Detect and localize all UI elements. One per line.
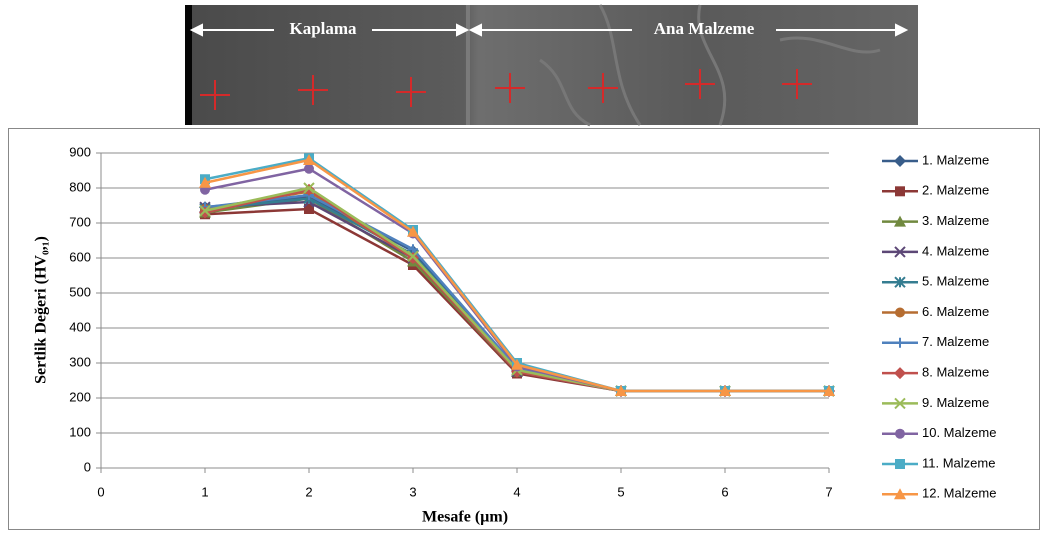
y-axis-title: Sertlik Değeri (HV₀,₁): [33, 236, 50, 384]
x-tick-label: 7: [825, 484, 832, 499]
marker: [895, 429, 905, 439]
y-tick-label: 400: [69, 319, 91, 334]
legend-label: 10. Malzeme: [922, 425, 996, 440]
x-tick-label: 1: [201, 484, 208, 499]
x-tick-label: 6: [721, 484, 728, 499]
legend-label: 1. Malzeme: [922, 152, 989, 167]
micrograph: Kaplama Ana Malzeme: [185, 5, 918, 125]
x-tick-label: 4: [513, 484, 520, 499]
marker: [895, 186, 905, 196]
legend-label: 4. Malzeme: [922, 243, 989, 258]
y-tick-label: 0: [84, 459, 91, 474]
legend-label: 5. Malzeme: [922, 274, 989, 289]
page: {"image": {"labels": ["Kaplama", "Ana Ma…: [0, 0, 1049, 535]
y-tick-label: 800: [69, 179, 91, 194]
legend-label: 8. Malzeme: [922, 365, 989, 380]
y-tick-label: 300: [69, 354, 91, 369]
legend-label: 3. Malzeme: [922, 213, 989, 228]
legend-label: 2. Malzeme: [922, 183, 989, 198]
chart-frame: [9, 129, 1040, 530]
legend-label: 11. Malzeme: [922, 455, 995, 470]
x-tick-label: 3: [409, 484, 416, 499]
marker: [895, 459, 905, 469]
figure: Kaplama Ana Malzeme 0 100 200 300 400 500 600 7…: [0, 0, 1049, 535]
y-tick-label: 700: [69, 214, 91, 229]
y-tick-label: 500: [69, 284, 91, 299]
x-tick-label: 0: [97, 484, 104, 499]
x-tick-label: 2: [305, 484, 312, 499]
legend-label: 6. Malzeme: [922, 304, 989, 319]
legend-label: 12. Malzeme: [922, 486, 996, 501]
y-tick-label: 100: [69, 424, 91, 439]
substrate-label: Ana Malzeme: [654, 19, 755, 38]
marker: [304, 164, 314, 174]
y-tick-label: 900: [69, 144, 91, 159]
legend-label: 9. Malzeme: [922, 395, 989, 410]
coating-label: Kaplama: [289, 19, 357, 38]
legend-label: 7. Malzeme: [922, 334, 989, 349]
y-tick-label: 600: [69, 249, 91, 264]
x-tick-label: 5: [617, 484, 624, 499]
y-tick-label: 200: [69, 389, 91, 404]
x-axis-title: Mesafe (µm): [422, 509, 508, 526]
marker: [895, 308, 905, 318]
